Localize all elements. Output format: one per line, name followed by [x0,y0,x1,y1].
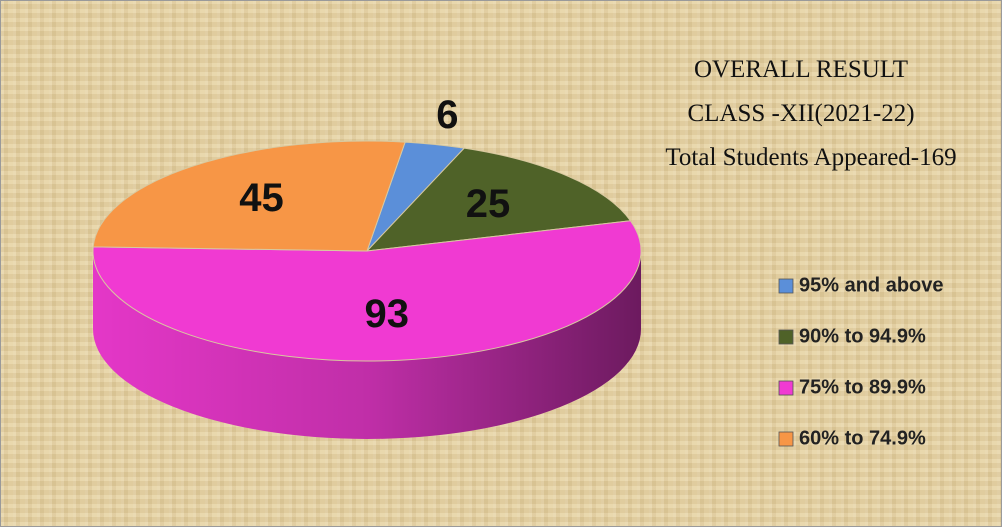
legend-swatch [778,278,794,294]
data-label: 25 [466,182,511,226]
legend-swatch [778,380,794,396]
chart-title: OVERALL RESULT [694,56,908,83]
chart-subtitle: Total Students Appeared-169 [665,144,956,171]
legend-label: 90% to 94.9% [799,325,926,347]
slice [92,140,406,252]
slice-side-shade [93,251,641,439]
slice [92,220,642,362]
legend-swatch [778,431,794,447]
legend-swatch [778,329,794,345]
data-label: 93 [365,292,410,336]
chart-subtitle: CLASS -XII(2021-22) [687,100,914,127]
legend-label: 95% and above [799,274,944,296]
data-label: 45 [239,176,284,220]
data-label: 6 [436,93,458,137]
legend-label: 75% to 89.9% [799,376,926,398]
legend-label: 60% to 74.9% [799,427,926,449]
slice [365,147,632,252]
